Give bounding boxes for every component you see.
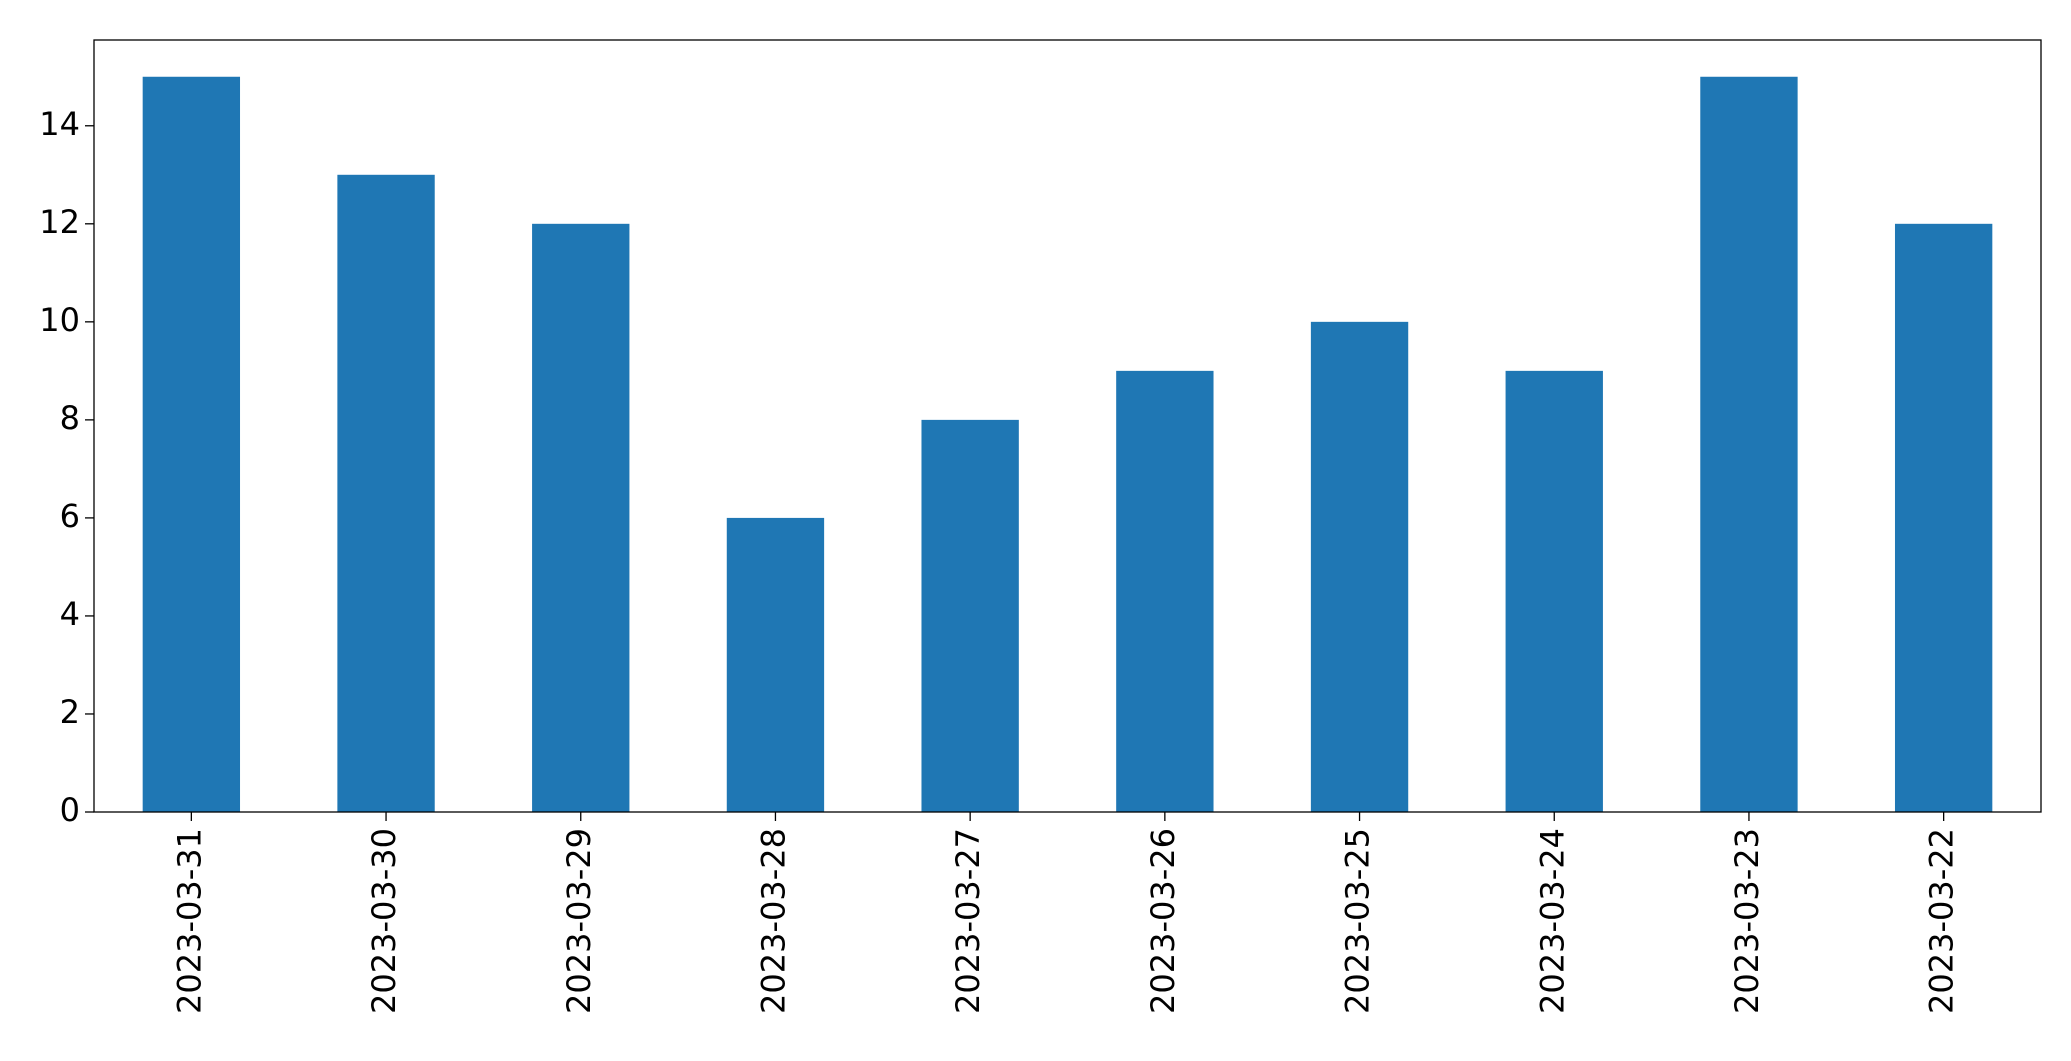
bar <box>726 517 825 812</box>
x-tick-label: 2023-03-27 <box>949 828 987 1014</box>
bar <box>337 174 435 813</box>
bar <box>1310 321 1409 812</box>
bar <box>1116 370 1214 812</box>
plot-frame <box>93 39 2042 813</box>
x-tick-label: 2023-03-26 <box>1144 828 1182 1014</box>
x-tick-label: 2023-03-23 <box>1728 828 1766 1014</box>
y-tick-label: 6 <box>60 497 80 535</box>
x-tick-label: 2023-03-31 <box>170 828 208 1014</box>
y-tick-label: 2 <box>60 693 80 731</box>
y-tick-label: 0 <box>60 791 80 829</box>
y-tick-label: 4 <box>60 595 80 633</box>
y-tick-label: 10 <box>39 301 80 339</box>
y-tick-label: 12 <box>39 203 80 241</box>
y-tick-label: 8 <box>60 399 80 437</box>
y-tick-label: 14 <box>39 105 80 143</box>
x-tick-label: 2023-03-30 <box>365 828 403 1014</box>
bar <box>1700 76 1798 812</box>
x-tick-label: 2023-03-25 <box>1339 828 1377 1014</box>
bar <box>142 76 241 812</box>
x-tick-label: 2023-03-24 <box>1533 828 1571 1014</box>
bar <box>1894 223 1993 813</box>
x-tick-label: 2023-03-22 <box>1923 828 1961 1014</box>
bar <box>532 223 630 813</box>
x-tick-label: 2023-03-29 <box>560 828 598 1014</box>
bar <box>1505 370 1603 812</box>
bar <box>921 419 1019 812</box>
x-tick-label: 2023-03-28 <box>754 828 792 1014</box>
